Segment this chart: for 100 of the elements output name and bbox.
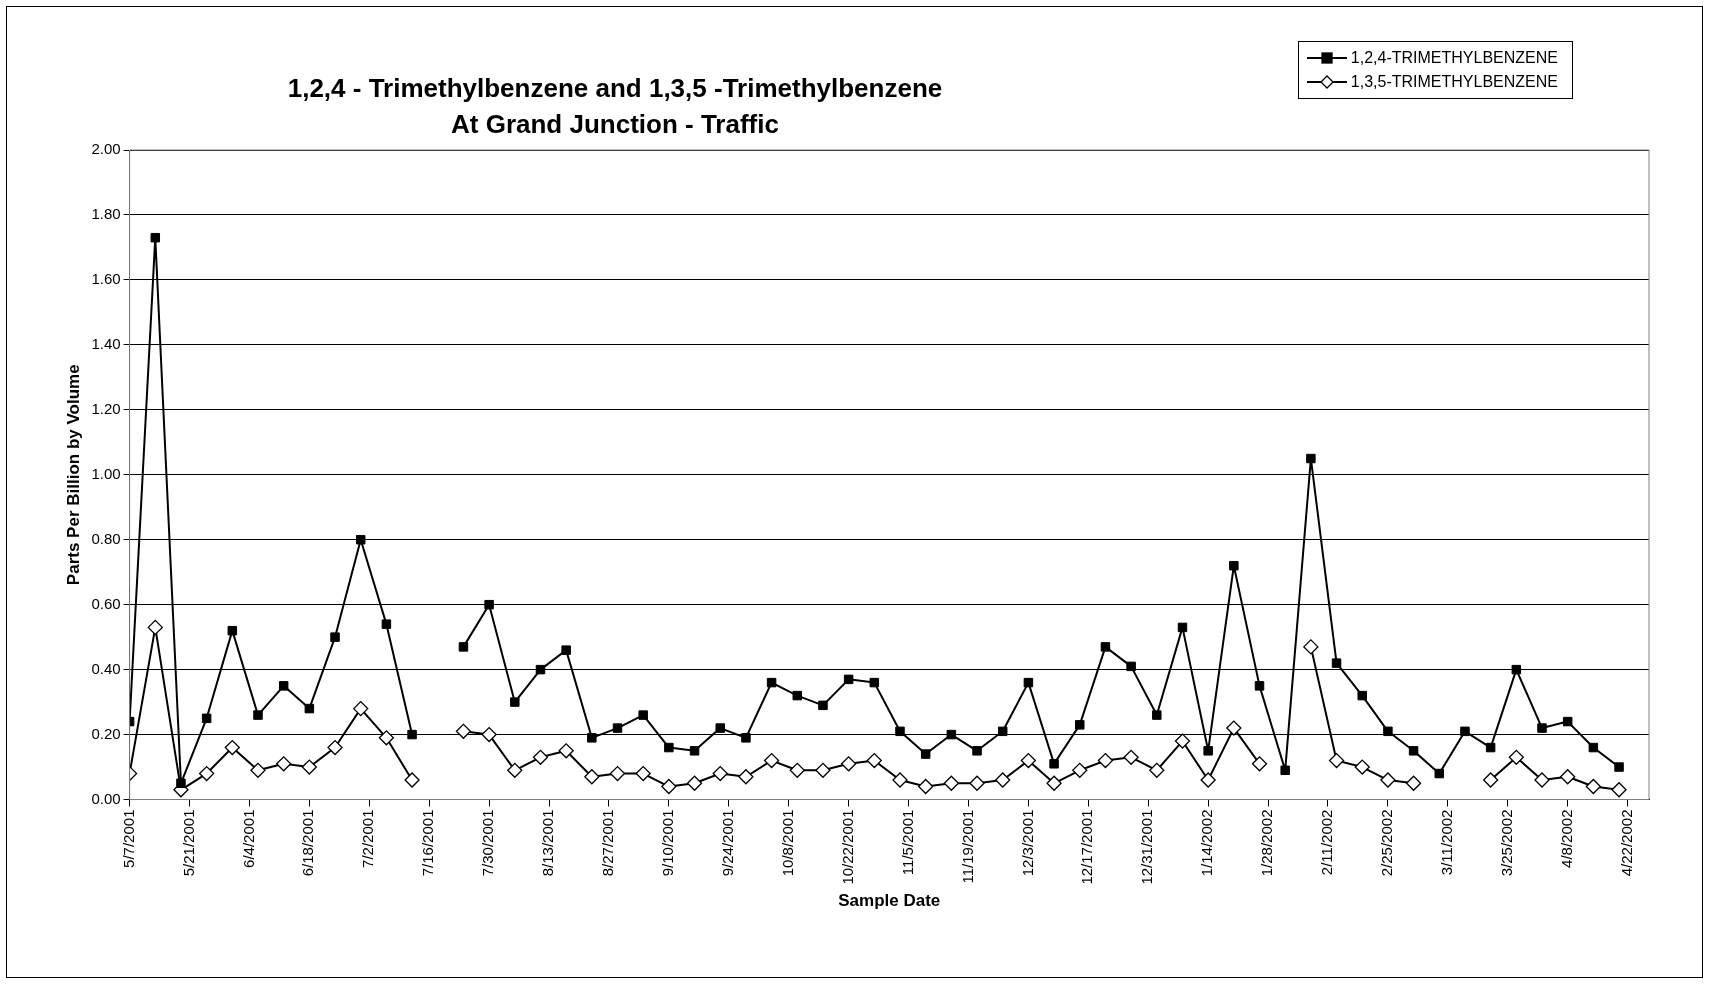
point xyxy=(147,619,163,636)
point xyxy=(763,752,780,769)
point xyxy=(969,775,985,791)
point xyxy=(1537,723,1547,733)
point xyxy=(661,778,677,795)
y-tick-label: 0.40 xyxy=(91,659,121,677)
x-tick-label: 9/24/2001 xyxy=(718,809,736,877)
point xyxy=(404,772,420,788)
point xyxy=(1152,710,1162,720)
point xyxy=(818,700,828,711)
point xyxy=(1149,762,1165,778)
point xyxy=(840,756,857,772)
point xyxy=(1280,765,1290,776)
point xyxy=(920,749,931,759)
point xyxy=(510,697,520,707)
point xyxy=(535,664,546,675)
x-tick-label: 12/3/2001 xyxy=(1018,809,1036,877)
point xyxy=(1126,661,1136,672)
point xyxy=(712,765,728,782)
x-tick-label: 8/27/2001 xyxy=(599,809,617,877)
x-axis-title: Sample Date xyxy=(838,891,941,911)
point xyxy=(1485,742,1496,753)
point xyxy=(895,726,905,737)
y-tick-label: 1.80 xyxy=(91,205,121,223)
x-tick-label: 1/14/2002 xyxy=(1198,809,1216,877)
point xyxy=(558,743,574,759)
point xyxy=(946,729,957,740)
point xyxy=(995,772,1011,788)
point xyxy=(997,726,1008,737)
point xyxy=(843,674,854,685)
point xyxy=(1097,752,1114,769)
x-tick-label: 2/11/2002 xyxy=(1318,809,1336,876)
point xyxy=(892,772,908,788)
point xyxy=(276,756,292,772)
x-tick-label: 6/18/2001 xyxy=(299,809,317,877)
x-tick-label: 8/13/2001 xyxy=(539,809,557,877)
y-tick-label: 1.20 xyxy=(91,399,121,417)
point xyxy=(1508,749,1524,765)
point xyxy=(378,730,395,746)
y-tick-label: 0.00 xyxy=(91,789,121,807)
point xyxy=(1254,681,1265,691)
x-tick-label: 5/7/2001 xyxy=(119,809,137,868)
point xyxy=(532,749,549,765)
y-axis-title: Parts Per Billion by Volume xyxy=(63,364,83,586)
x-tick-label: 3/25/2002 xyxy=(1497,809,1515,877)
point xyxy=(1408,746,1419,756)
point xyxy=(1075,720,1085,730)
x-tick-label: 7/16/2001 xyxy=(419,809,437,877)
point xyxy=(664,742,674,753)
point xyxy=(1611,782,1627,798)
point xyxy=(561,645,571,655)
point xyxy=(353,700,369,717)
point xyxy=(1072,762,1088,778)
point xyxy=(1562,716,1573,727)
point xyxy=(1511,664,1522,675)
point xyxy=(612,723,623,733)
point xyxy=(1357,690,1367,701)
point xyxy=(789,762,805,778)
point xyxy=(1251,756,1268,772)
point xyxy=(481,726,497,743)
point xyxy=(869,677,880,688)
point xyxy=(1306,453,1316,464)
point xyxy=(1020,752,1037,769)
point xyxy=(1383,726,1393,737)
point xyxy=(738,769,754,785)
y-tick-label: 1.00 xyxy=(91,464,121,482)
x-tick-label: 4/8/2002 xyxy=(1557,809,1575,868)
point xyxy=(635,765,651,782)
point xyxy=(1560,769,1576,785)
chart-title: 1,2,4 - Trimethylbenzene and 1,3,5 -Trimethylbenzene At Grand Junction - Traffic xyxy=(286,72,944,141)
point xyxy=(943,775,960,791)
point xyxy=(201,713,212,724)
point xyxy=(1023,677,1034,688)
point xyxy=(301,759,318,775)
x-tick-label: 1/28/2002 xyxy=(1258,809,1276,877)
point xyxy=(1200,772,1216,788)
x-tick-label: 9/10/2001 xyxy=(659,809,677,877)
x-tick-label: 3/11/2002 xyxy=(1437,809,1455,876)
point xyxy=(484,599,494,610)
point xyxy=(1614,762,1624,772)
point xyxy=(224,739,240,756)
point xyxy=(686,775,703,791)
point xyxy=(638,710,648,720)
x-tick-label: 4/22/2002 xyxy=(1617,809,1635,877)
point xyxy=(866,752,882,769)
point xyxy=(609,765,626,782)
point xyxy=(355,534,366,545)
point xyxy=(689,746,700,756)
point xyxy=(1328,752,1345,769)
point xyxy=(584,769,600,785)
point xyxy=(766,677,777,688)
legend-label: 1,2,4-TRIMETHYLBENZENE xyxy=(1350,49,1558,67)
point xyxy=(407,729,417,740)
point xyxy=(1123,749,1139,765)
point xyxy=(1229,560,1239,571)
point xyxy=(1588,742,1599,753)
point xyxy=(1100,642,1111,652)
x-tick-label: 7/30/2001 xyxy=(479,809,497,877)
x-tick-label: 2/25/2002 xyxy=(1378,809,1396,877)
point xyxy=(1405,775,1422,791)
